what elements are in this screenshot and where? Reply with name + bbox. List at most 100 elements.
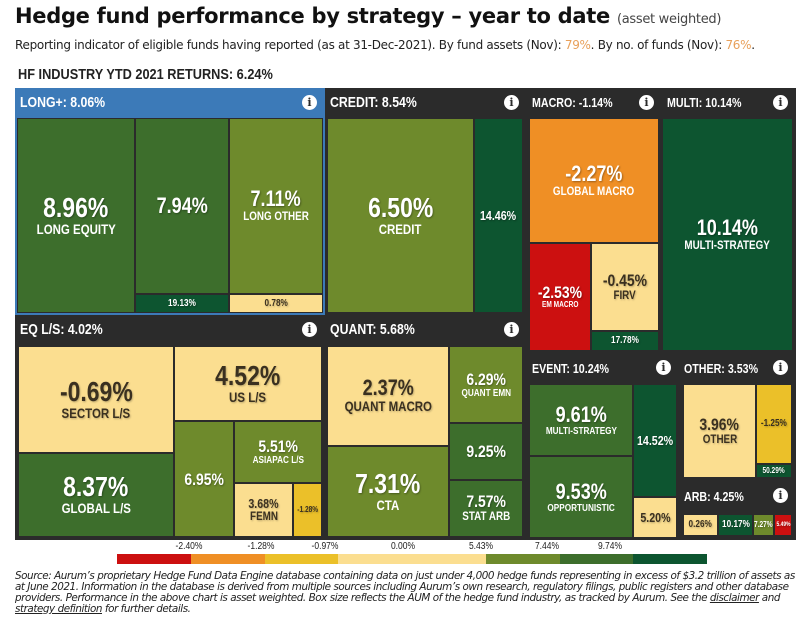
cell-value: 6.95% [184, 469, 224, 489]
cell-label: MULTI-STRATEGY [684, 237, 771, 252]
group-title: MACRO: -1.14% [532, 95, 613, 110]
cell-label: QUANT EMN [461, 387, 511, 399]
source-end: for further details. [102, 603, 191, 615]
cell-other-neg125[interactable]: -1.25% [756, 384, 792, 464]
cell-arb-1017[interactable]: 10.17% [718, 514, 753, 536]
info-icon[interactable]: i [773, 95, 788, 110]
group-header: EQ L/S: 4.02% i [15, 315, 325, 345]
cell-value: 5.49% [776, 522, 790, 528]
cell-long-1913[interactable]: 19.13% [135, 294, 229, 313]
cell-arb-549[interactable]: 5.49% [774, 514, 792, 536]
cell-value: -0.45% [602, 270, 648, 290]
cell-opportunistic[interactable]: 9.53% OPPORTUNISTIC [529, 456, 633, 538]
cell-asiapac-ls[interactable]: 5.51% ASIAPAC L/S [234, 421, 322, 483]
source-note: Source: Aurum’s proprietary Hedge Fund D… [15, 571, 795, 615]
cell-cta[interactable]: 7.31% CTA [327, 446, 449, 537]
cell-value: 4.52% [215, 359, 281, 391]
cell-quant-emn[interactable]: 6.29% QUANT EMN [449, 346, 523, 423]
cell-quant-macro[interactable]: 2.37% QUANT MACRO [327, 346, 449, 446]
cell-multi-strategy[interactable]: 10.14% MULTI-STRATEGY [662, 118, 793, 351]
cell-femn[interactable]: 3.68% FEMN [234, 483, 293, 537]
cell-long-794[interactable]: 7.94% [135, 118, 229, 294]
cell-quant-925[interactable]: 9.25% [449, 423, 523, 480]
cell-credit-1446[interactable]: 14.46% [474, 118, 523, 313]
group-multi[interactable]: MULTI: 10.14% i 10.14% MULTI-STRATEGY [662, 88, 796, 353]
group-header: MULTI: 10.14% i [662, 88, 796, 118]
group-other[interactable]: OTHER: 3.53% i 3.96% OTHER -1.25% 50.29% [679, 353, 796, 481]
cell-long-other[interactable]: 7.11% LONG OTHER [229, 118, 323, 294]
cell-label: QUANT MACRO [344, 398, 432, 415]
info-icon[interactable]: i [656, 360, 671, 375]
cell-em-macro[interactable]: -2.53% EM MACRO [529, 243, 591, 351]
info-icon[interactable]: i [773, 360, 788, 375]
group-macro[interactable]: MACRO: -1.14% i -2.27% GLOBAL MACRO -2.53… [527, 88, 662, 353]
cell-macro-1778[interactable]: 17.78% [591, 331, 659, 351]
cell-long-078[interactable]: 0.78% [229, 294, 323, 313]
funds-pct: 76% [725, 38, 752, 52]
cell-sector-ls[interactable]: -0.69% SECTOR L/S [18, 346, 174, 453]
group-eq-ls[interactable]: EQ L/S: 4.02% i -0.69% SECTOR L/S 8.37% GL… [15, 315, 325, 540]
cell-event-multi-strategy[interactable]: 9.61% MULTI-STRATEGY [529, 384, 633, 456]
cell-value: -2.27% [565, 160, 623, 186]
legend-tick: 7.44% [534, 541, 560, 552]
cell-value: 7.11% [250, 186, 302, 212]
cell-other-5029[interactable]: 50.29% [756, 464, 792, 478]
strategy-definition-link[interactable]: strategy definition [15, 603, 103, 615]
cell-long-equity[interactable]: 8.96% LONG EQUITY [17, 118, 135, 313]
source-and: and [758, 592, 781, 604]
cell-value: 6.29% [466, 369, 506, 389]
cell-value: 7.27% [754, 520, 773, 529]
group-arb[interactable]: ARB: 4.25% i 0.26% 10.17% 7.27% 5.49% [679, 481, 796, 540]
legend-swatch-darkgreen [633, 554, 707, 564]
cell-value: 5.20% [639, 510, 671, 525]
cell-label: MULTI-STRATEGY [545, 425, 617, 437]
cell-value: 9.61% [555, 401, 607, 427]
cell-label: EM MACRO [541, 300, 579, 310]
group-title: EVENT: 10.24% [532, 361, 610, 376]
legend-tick: -0.97% [311, 541, 339, 552]
group-title: LONG+: 8.06% [20, 94, 106, 111]
source-text: Source: Aurum’s proprietary Hedge Fund D… [15, 570, 795, 604]
cell-value: 17.78% [611, 335, 639, 346]
group-credit[interactable]: CREDIT: 8.54% i 6.50% CREDIT 14.46% [325, 88, 527, 315]
disclaimer-link[interactable]: disclaimer [709, 592, 759, 604]
group-quant[interactable]: QUANT: 5.68% i 2.37% QUANT MACRO 7.31% CTA… [325, 315, 527, 540]
cell-value: 7.57% [466, 492, 506, 512]
legend-color-bar [117, 554, 707, 564]
cell-arb-727[interactable]: 7.27% [753, 514, 774, 536]
info-icon[interactable]: i [504, 95, 519, 110]
cell-global-macro[interactable]: -2.27% GLOBAL MACRO [529, 118, 659, 243]
cell-label: LONG OTHER [243, 209, 309, 224]
cell-global-ls[interactable]: 8.37% GLOBAL L/S [18, 453, 174, 537]
group-event[interactable]: EVENT: 10.24% i 9.61% MULTI-STRATEGY 9.53… [527, 353, 679, 540]
cell-label: OTHER [702, 431, 737, 446]
cell-stat-arb[interactable]: 7.57% STAT ARB [449, 480, 523, 537]
subtitle-prefix: Reporting indicator of eligible funds ha… [15, 38, 565, 52]
cell-us-ls[interactable]: 4.52% US L/S [174, 346, 322, 421]
group-long-plus[interactable]: LONG+: 8.06% i 8.96% LONG EQUITY 7.94% 19… [15, 88, 325, 315]
cell-eq-neg128[interactable]: -1.28% [293, 483, 322, 537]
cell-value: 7.94% [156, 193, 208, 218]
cell-firv[interactable]: -0.45% FIRV [591, 243, 659, 331]
cell-value: -1.25% [761, 418, 787, 429]
cell-event-1452[interactable]: 14.52% [633, 384, 677, 497]
info-icon[interactable]: i [504, 322, 519, 337]
cell-label: GLOBAL MACRO [553, 183, 635, 198]
cell-arb-026[interactable]: 0.26% [683, 514, 718, 536]
cell-label: US L/S [229, 388, 267, 405]
cell-credit[interactable]: 6.50% CREDIT [327, 118, 474, 313]
cell-eq-695[interactable]: 6.95% [174, 421, 234, 537]
info-icon[interactable]: i [302, 322, 317, 337]
legend-tick: -2.40% [175, 541, 203, 552]
cell-other[interactable]: 3.96% OTHER [683, 384, 756, 478]
subtitle-mid: . By no. of funds (Nov): [590, 38, 726, 52]
cell-event-520[interactable]: 5.20% [633, 497, 677, 538]
cell-value: 19.13% [168, 297, 196, 309]
cell-value: 10.17% [721, 519, 750, 530]
group-header: CREDIT: 8.54% i [325, 88, 527, 118]
info-icon[interactable]: i [639, 95, 654, 110]
cell-value: 50.29% [762, 466, 786, 475]
info-icon[interactable]: i [773, 488, 788, 503]
info-icon[interactable]: i [302, 95, 317, 110]
cell-label: FIRV [613, 287, 637, 302]
